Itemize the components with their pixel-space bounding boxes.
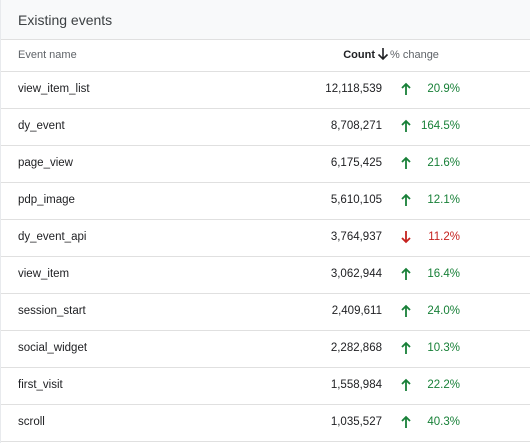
count-cell: 3,764,937: [330, 231, 382, 243]
event-name-cell: view_item_list: [18, 83, 90, 95]
event-name-cell: first_visit: [18, 379, 63, 391]
arrow-up-icon: [401, 304, 411, 317]
table-row[interactable]: session_start 2,409,611 24.0%: [1, 294, 530, 331]
panel-title: Existing events: [18, 12, 113, 28]
table-row[interactable]: dy_event_api 3,764,937 11.2%: [1, 220, 530, 257]
table-row[interactable]: scroll 1,035,527 40.3%: [1, 405, 530, 442]
percent-change-cell: 16.4%: [427, 268, 460, 280]
event-name-cell: scroll: [18, 416, 45, 428]
percent-change-cell: 40.3%: [427, 416, 460, 428]
percent-change-cell: 21.6%: [427, 157, 460, 169]
count-cell: 5,610,105: [330, 194, 382, 206]
arrow-up-icon: [401, 82, 411, 95]
arrow-up-icon: [401, 193, 411, 206]
count-cell: 12,118,539: [325, 83, 382, 95]
event-name-cell: dy_event: [18, 120, 65, 132]
percent-change-cell: 22.2%: [427, 379, 460, 391]
percent-change-cell: 12.1%: [427, 194, 460, 206]
event-name-cell: pdp_image: [18, 194, 75, 206]
percent-change-cell: 164.5%: [420, 120, 460, 132]
arrow-up-icon: [401, 156, 411, 169]
panel-header: Existing events: [1, 0, 530, 40]
arrow-up-icon: [401, 415, 411, 428]
column-header-event-name[interactable]: Event name: [18, 49, 77, 61]
count-cell: 6,175,425: [330, 157, 382, 169]
count-cell: 8,708,271: [330, 120, 382, 132]
table-row[interactable]: page_view 6,175,425 21.6%: [1, 146, 530, 183]
percent-change-cell: 10.3%: [427, 342, 460, 354]
table-row[interactable]: view_item 3,062,944 16.4%: [1, 257, 530, 294]
event-name-cell: social_widget: [18, 342, 88, 354]
event-name-cell: dy_event_api: [18, 231, 87, 243]
percent-change-cell: 11.2%: [428, 231, 460, 243]
sort-descending-icon[interactable]: [377, 47, 389, 61]
count-cell: 2,282,868: [330, 342, 382, 354]
arrow-up-icon: [401, 119, 411, 132]
arrow-up-icon: [401, 378, 411, 391]
event-name-cell: session_start: [18, 305, 86, 317]
count-cell: 1,558,984: [330, 379, 382, 391]
table-row[interactable]: first_visit 1,558,984 22.2%: [1, 368, 530, 405]
arrow-up-icon: [401, 267, 411, 280]
count-cell: 3,062,944: [330, 268, 382, 280]
arrow-up-icon: [401, 341, 411, 354]
table-row[interactable]: dy_event 8,708,271 164.5%: [1, 109, 530, 146]
percent-change-cell: 24.0%: [427, 305, 460, 317]
table-row[interactable]: social_widget 2,282,868 10.3%: [1, 331, 530, 368]
column-header-percent-change[interactable]: % change: [390, 49, 439, 61]
arrow-down-icon: [401, 231, 411, 244]
count-cell: 2,409,611: [331, 305, 382, 317]
table-row[interactable]: pdp_image 5,610,105 12.1%: [1, 183, 530, 220]
percent-change-cell: 20.9%: [427, 83, 460, 95]
table-row[interactable]: view_item_list 12,118,539 20.9%: [1, 72, 530, 109]
event-name-cell: page_view: [18, 157, 73, 169]
table-header: Event name Count % change: [1, 40, 530, 72]
column-header-count[interactable]: Count: [343, 49, 375, 61]
count-cell: 1,035,527: [330, 416, 382, 428]
event-name-cell: view_item: [18, 268, 70, 280]
